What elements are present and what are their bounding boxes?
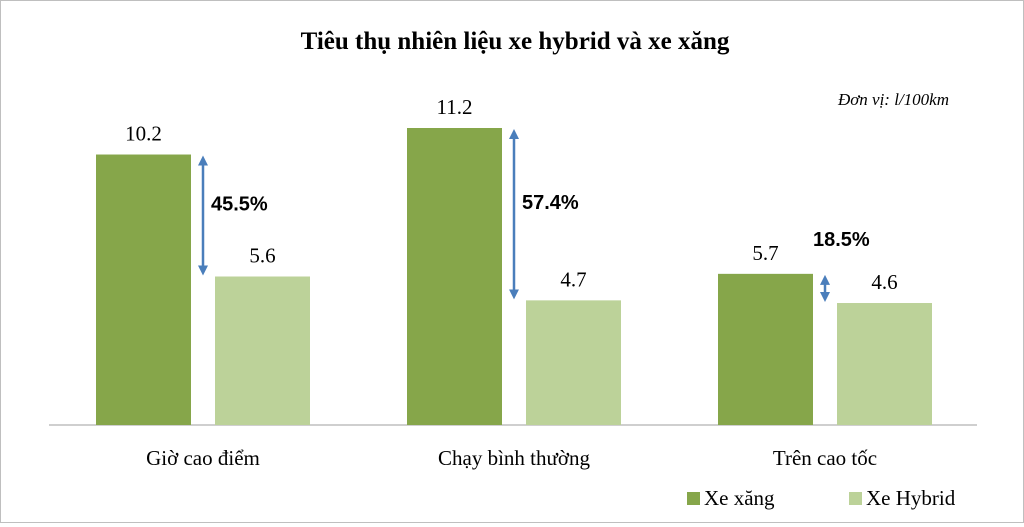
legend-label-xe-hybrid: Xe Hybrid <box>866 486 956 510</box>
bar-xe-xang-2 <box>718 273 813 425</box>
data-label-xe-hybrid-0: 5.6 <box>249 244 275 268</box>
data-label-xe-hybrid-2: 4.6 <box>871 270 897 294</box>
difference-label-2: 18.5% <box>813 229 870 251</box>
bar-xe-xang-1 <box>407 128 502 425</box>
unit-note: Đơn vị: l/100km <box>837 90 949 109</box>
bar-xe-xang-0 <box>96 154 191 425</box>
legend-label-xe-xang: Xe xăng <box>704 486 775 510</box>
category-label-1: Chạy bình thường <box>438 446 590 470</box>
chart-marks: 10.2 5.6 Giờ cao điểm 45.5% 11.2 4.7 Chạy bình… <box>96 95 932 470</box>
difference-label-1: 57.4% <box>522 192 579 214</box>
category-label-0: Giờ cao điểm <box>146 446 260 470</box>
category-label-2: Trên cao tốc <box>773 446 877 470</box>
data-label-xe-xang-0: 10.2 <box>125 122 162 146</box>
data-label-xe-xang-1: 11.2 <box>437 95 473 119</box>
data-label-xe-hybrid-1: 4.7 <box>560 267 586 291</box>
difference-label-0: 45.5% <box>211 194 268 216</box>
bar-xe-hybrid-0 <box>215 276 310 425</box>
legend-swatch-xe-hybrid <box>849 492 862 505</box>
chart-title: Tiêu thụ nhiên liệu xe hybrid và xe xăng <box>301 28 730 55</box>
legend: Xe xăng Xe Hybrid <box>687 486 956 510</box>
legend-swatch-xe-xang <box>687 492 700 505</box>
data-label-xe-xang-2: 5.7 <box>752 241 778 265</box>
bar-xe-hybrid-1 <box>526 300 621 425</box>
bar-xe-hybrid-2 <box>837 303 932 425</box>
